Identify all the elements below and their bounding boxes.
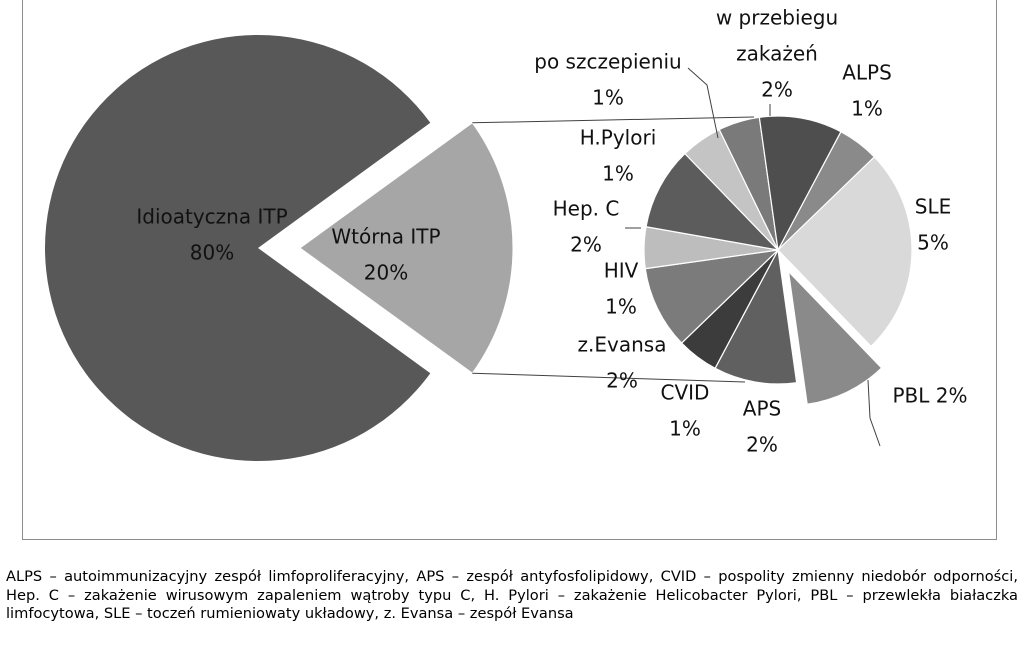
slice-w-przebiegu-label: w przebiegu	[716, 6, 838, 30]
chart-frame	[22, 0, 997, 540]
slice-w-przebiegu-label-2: 2%	[761, 78, 793, 102]
leader-line-4	[867, 379, 881, 447]
slice-hep-c	[645, 152, 780, 251]
slice-po-szczepieniu-label-1: 1%	[592, 86, 624, 110]
slice-z-evansa-label-1: 2%	[606, 369, 638, 393]
slice-aps-label: APS	[743, 397, 781, 421]
slice-cvid-label: CVID	[661, 381, 710, 405]
slice-sle-label: SLE	[915, 195, 951, 219]
slice-idioatyczna-itp	[45, 34, 431, 461]
abbreviations-footnote: ALPS – autoimmunizacyjny zespół limfopro…	[6, 568, 1018, 622]
slice-h-pylori-label-1: 1%	[602, 162, 634, 186]
connector-line-top	[472, 116, 755, 124]
slice-wt-rna-itp	[299, 122, 514, 374]
slice-alps-label: ALPS	[842, 61, 892, 85]
slice-z-evansa-label: z.Evansa	[578, 333, 667, 357]
bar-of-pie-chart: Idioatyczna ITP 80% Wtórna ITP 20% ALPS 1% SLE…	[45, 6, 968, 461]
slice-w-przebiegu	[758, 115, 842, 252]
slice-sle-label-1: 5%	[917, 231, 949, 255]
slice-pbl-2-label: PBL 2%	[892, 384, 967, 408]
slice-idioatyczna-itp-label-1: 80%	[190, 241, 234, 265]
slice-wt-rna-itp-label-1: 20%	[364, 261, 408, 285]
slice-po-szczepieniu-label: po szczepieniu	[534, 50, 681, 74]
slice-hiv-label-1: 1%	[605, 295, 637, 319]
slice-w-przebiegu-label-1: zakażeń	[736, 42, 818, 66]
slice-z-evansa	[644, 249, 780, 344]
slice-hep-c-label: Hep. C	[553, 197, 620, 221]
slice-h-pylori-label: H.Pylori	[580, 126, 657, 150]
slice-wt-rna-itp-label: Wtórna ITP	[331, 225, 440, 249]
slice-idioatyczna-itp-label: Idioatyczna ITP	[136, 205, 287, 229]
connector-line-bottom	[472, 372, 746, 383]
slice-aps-label-1: 2%	[746, 433, 778, 457]
slice-hiv-label: HIV	[604, 259, 639, 283]
slice-pbl-2	[787, 269, 883, 405]
slice-alps-label-1: 1%	[851, 97, 883, 121]
slice-aps	[714, 248, 798, 385]
leader-line-1	[687, 67, 719, 139]
slice-cvid-label-1: 1%	[669, 417, 701, 441]
slice-hep-c-label-1: 2%	[570, 233, 602, 257]
slice-sle	[777, 156, 913, 348]
